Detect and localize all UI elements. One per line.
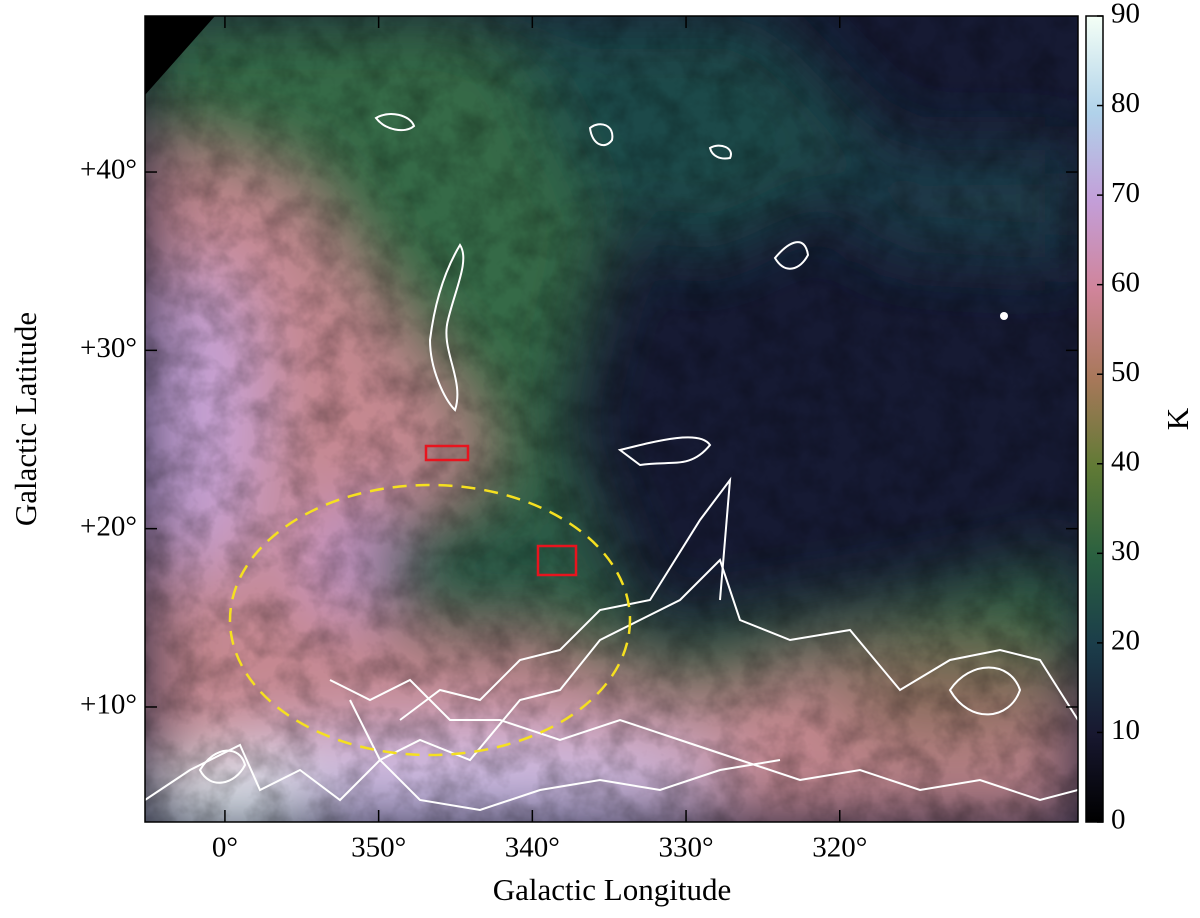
y-tick-label: +10° xyxy=(80,689,137,721)
plot-frame xyxy=(144,15,1079,823)
colorbar-tick-label: 50 xyxy=(1111,356,1140,388)
colorbar-tick-label: 60 xyxy=(1111,266,1140,298)
sky-map xyxy=(145,16,1078,822)
colorbar-tick-label: 40 xyxy=(1111,445,1140,477)
region-outline xyxy=(228,483,632,757)
colorbar-tick-label: 30 xyxy=(1111,535,1140,567)
field-box xyxy=(536,544,578,577)
colorbar-tick-label: 20 xyxy=(1111,625,1140,657)
y-axis-label: Galactic Latitude xyxy=(8,312,43,526)
colorbar-label: K xyxy=(1160,407,1195,430)
field-box xyxy=(424,444,470,462)
colorbar-tick-label: 70 xyxy=(1111,177,1140,209)
x-tick-label: 330° xyxy=(658,832,713,864)
colorbar-tick-label: 10 xyxy=(1111,714,1140,746)
colorbar-tick-label: 80 xyxy=(1111,87,1140,119)
colorbar-tick-label: 0 xyxy=(1111,804,1126,836)
x-tick-label: 350° xyxy=(351,832,406,864)
x-axis-label: Galactic Longitude xyxy=(493,872,731,907)
x-tick-label: 340° xyxy=(505,832,560,864)
contours xyxy=(145,113,1078,812)
y-tick-label: +40° xyxy=(80,154,137,186)
y-tick-label: +20° xyxy=(80,510,137,542)
x-tick-label: 0° xyxy=(212,832,238,864)
y-tick-label: +30° xyxy=(80,332,137,364)
colorbar-tick-label: 90 xyxy=(1111,0,1140,30)
x-tick-label: 320° xyxy=(812,832,867,864)
colorbar xyxy=(1085,15,1104,823)
